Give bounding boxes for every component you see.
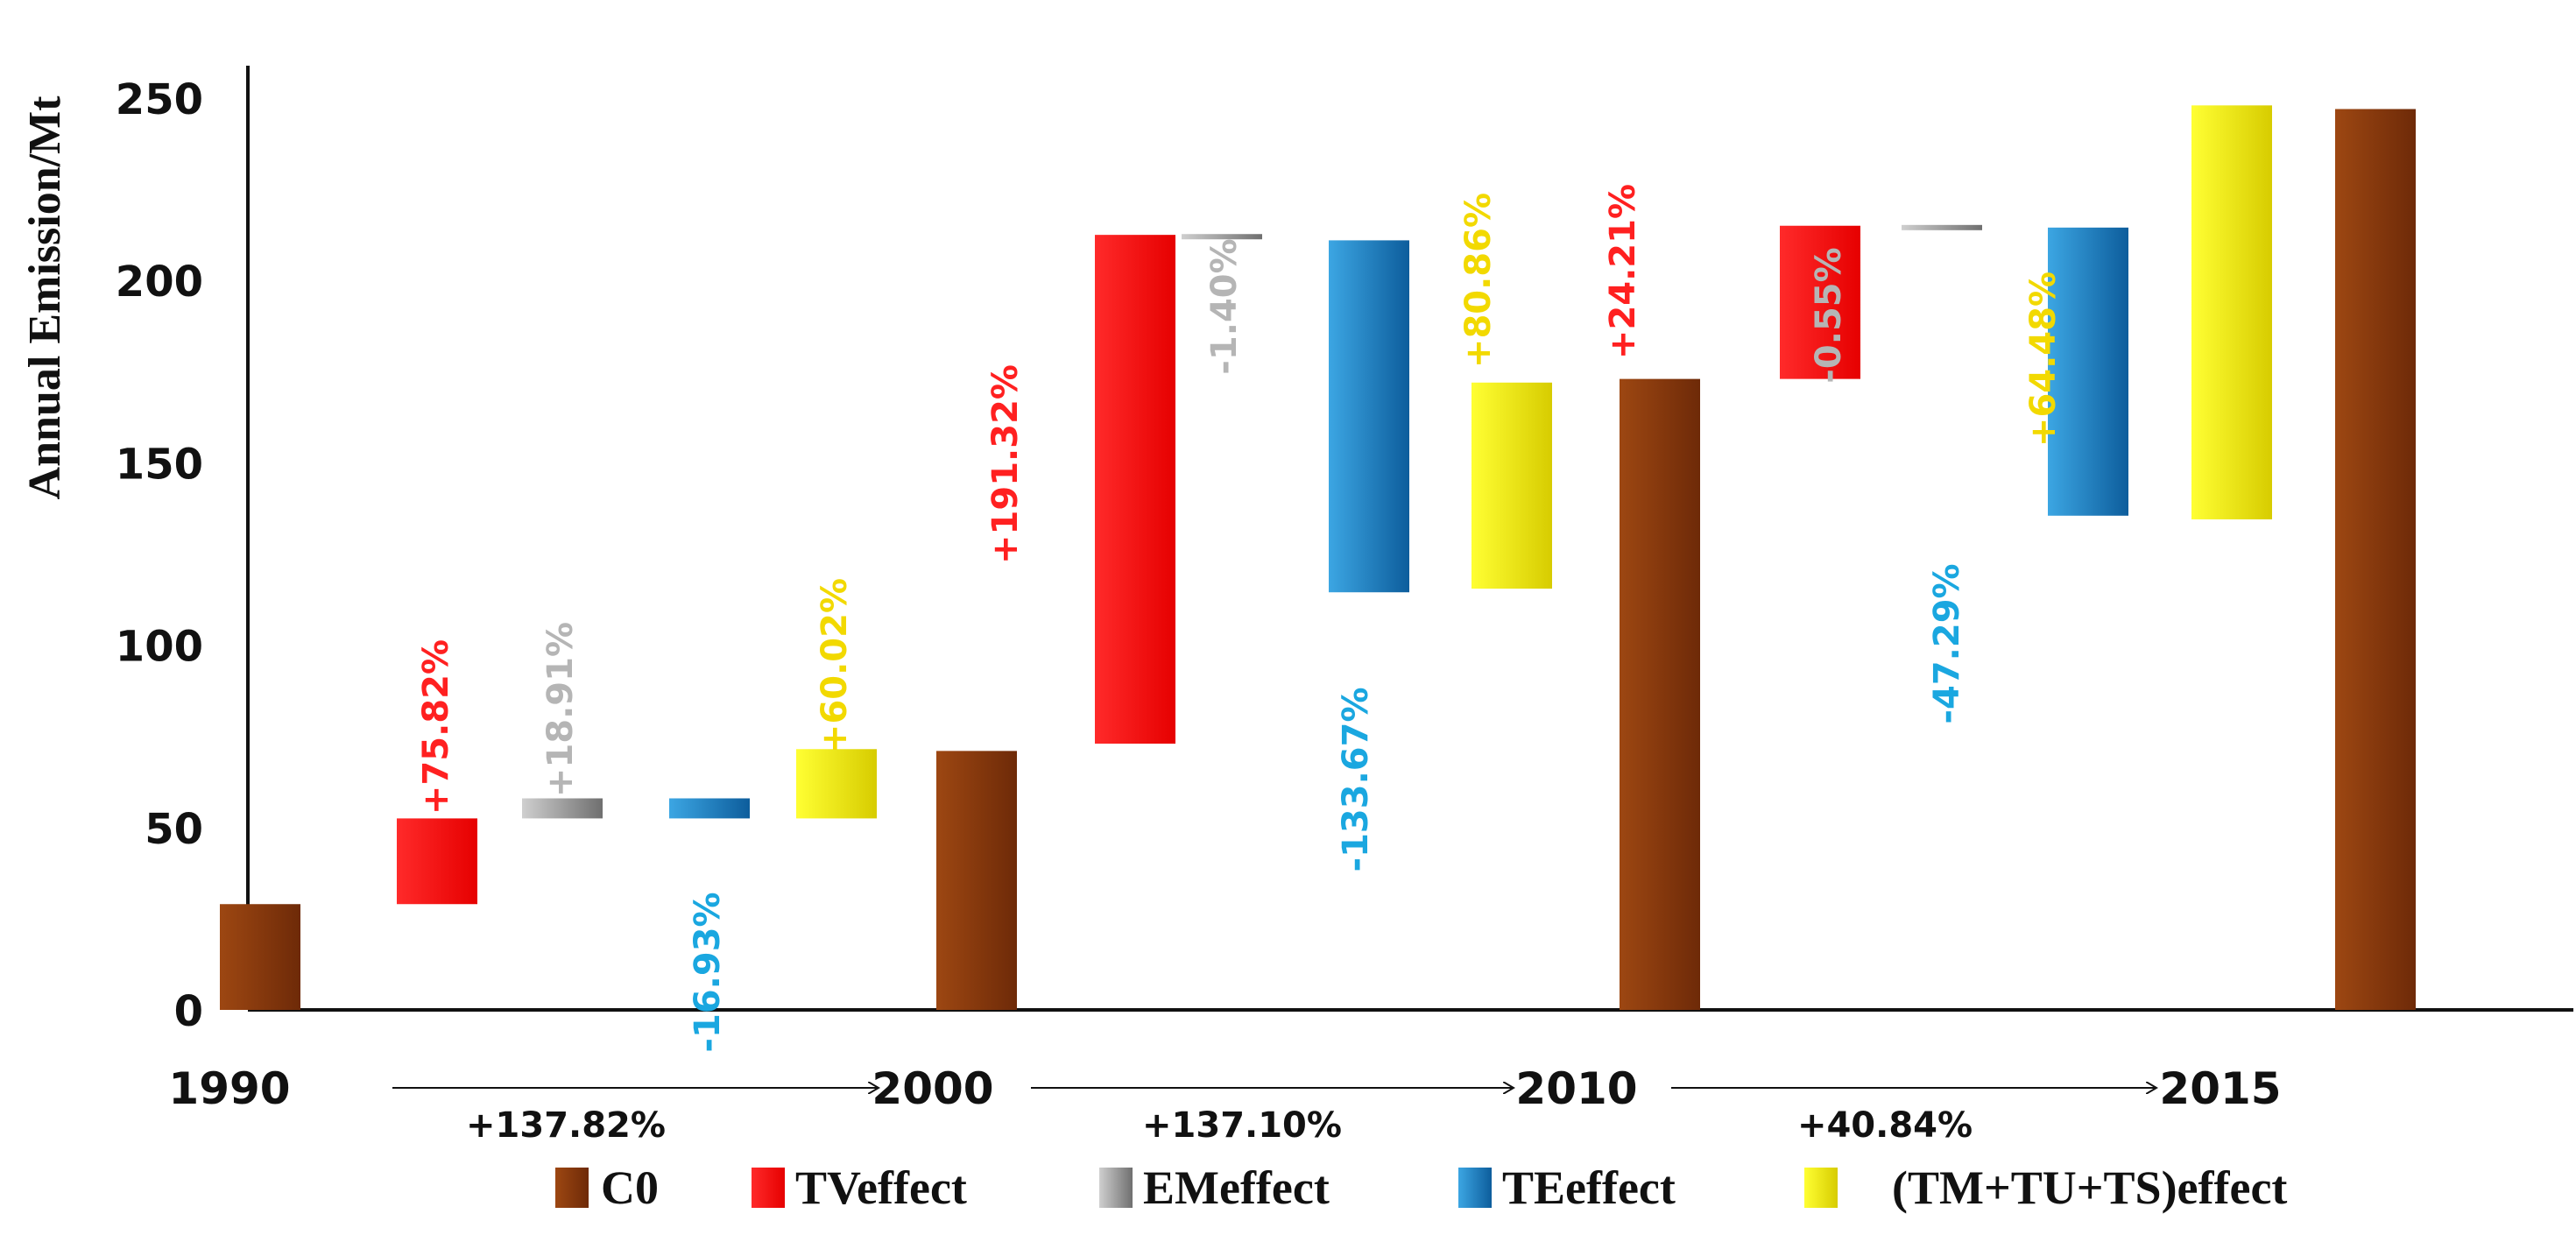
legend-label: (TM+TU+TS)effect <box>1892 1161 2287 1214</box>
legend-label: TVeffect <box>795 1161 967 1214</box>
te-effect-bar <box>2048 227 2128 516</box>
y-tick-label: 100 <box>116 623 203 672</box>
c0-bar <box>220 904 300 1010</box>
c0-bar <box>936 751 1017 1010</box>
c0-bar <box>1620 378 1700 1010</box>
year-label: 2015 <box>2159 1063 2281 1114</box>
data-label: +75.82% <box>416 639 456 815</box>
data-label: +24.21% <box>1603 184 1643 359</box>
legend-label: TEeffect <box>1502 1161 1676 1214</box>
em-effect-bar <box>522 798 603 819</box>
y-tick-label: 150 <box>116 440 203 489</box>
y-axis-title: Annual Emission/Mt <box>20 95 70 500</box>
data-label: -16.93% <box>688 892 728 1052</box>
year-label: 2000 <box>872 1063 993 1114</box>
growth-label: +40.84% <box>1797 1105 1973 1146</box>
tv-effect-bar <box>397 818 477 905</box>
legend-swatch <box>1099 1168 1133 1208</box>
growth-label: +137.82% <box>466 1105 666 1146</box>
legend-swatch <box>555 1168 589 1208</box>
data-label: +191.32% <box>985 364 1026 564</box>
growth-label: +137.10% <box>1142 1105 1342 1146</box>
y-tick-label: 200 <box>116 258 203 307</box>
tv-effect-bar <box>1780 225 1860 379</box>
data-label: -1.40% <box>1204 238 1245 374</box>
legend-swatch <box>752 1168 785 1208</box>
em-effect-bar <box>1902 224 1982 230</box>
data-label: -133.67% <box>1336 687 1376 872</box>
legend-label: C0 <box>601 1161 659 1214</box>
legend-swatch <box>1458 1168 1492 1208</box>
data-label: +64.48% <box>2023 272 2064 447</box>
legend-label: EMeffect <box>1143 1161 1330 1214</box>
y-tick-label: 50 <box>145 805 203 854</box>
y-tick-label: 0 <box>174 987 203 1036</box>
tv-effect-bar <box>1095 235 1175 745</box>
y-tick-label: 250 <box>116 75 203 124</box>
data-label: +60.02% <box>815 578 855 753</box>
em-effect-bar <box>1182 234 1262 240</box>
year-label: 1990 <box>168 1063 290 1114</box>
tm-tu-ts-effect-bar <box>1471 382 1552 589</box>
tm-tu-ts-effect-bar <box>796 749 877 819</box>
te-effect-bar <box>669 798 750 819</box>
legend-swatch <box>1804 1168 1838 1208</box>
data-label: -0.55% <box>1809 247 1849 383</box>
data-label: +18.91% <box>540 622 581 797</box>
c0-bar <box>2335 109 2416 1011</box>
tm-tu-ts-effect-bar <box>2191 105 2272 519</box>
data-label: -47.29% <box>1927 563 1967 723</box>
te-effect-bar <box>1329 240 1409 593</box>
data-label: +80.86% <box>1458 193 1499 368</box>
year-label: 2010 <box>1515 1063 1637 1114</box>
